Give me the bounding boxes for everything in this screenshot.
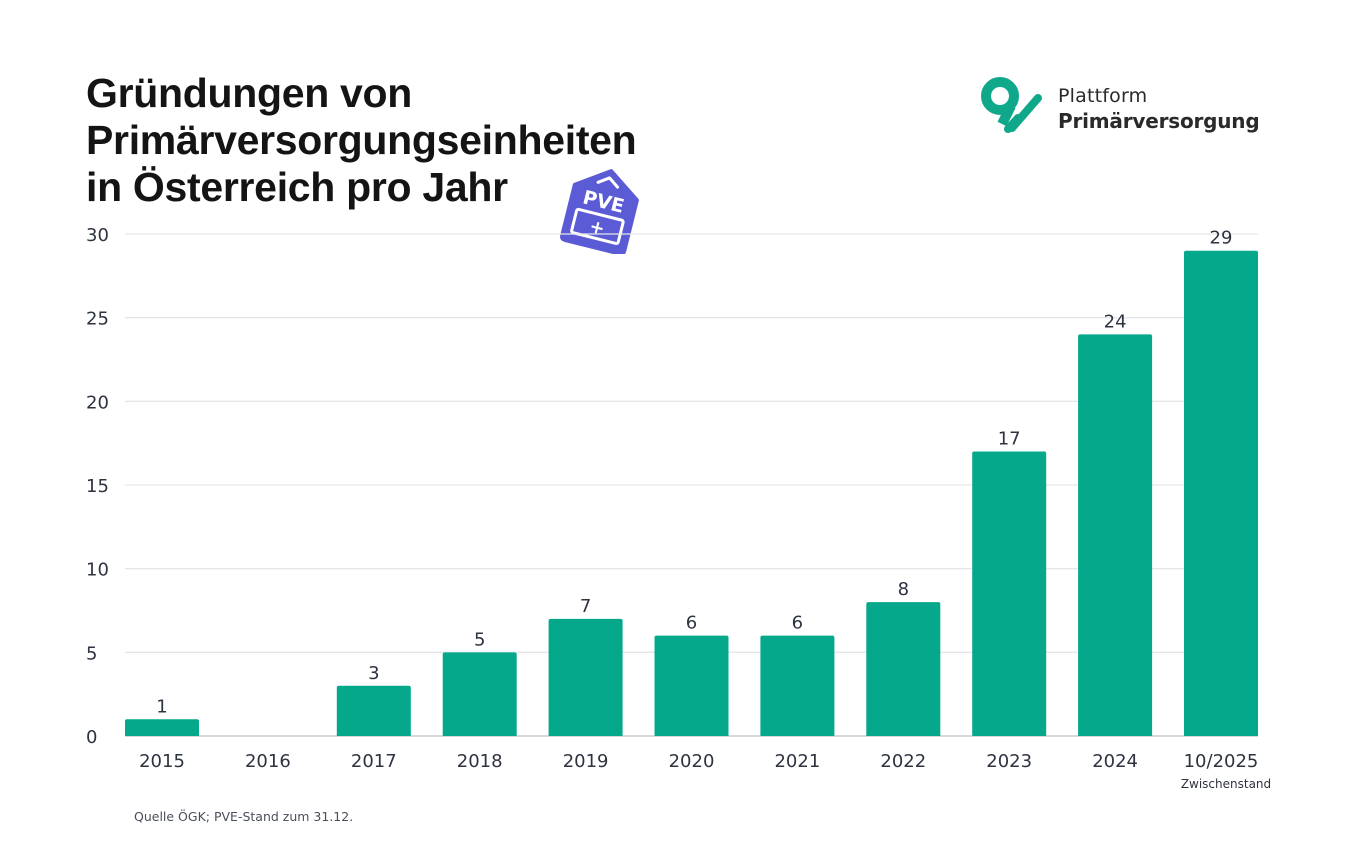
source-footnote: Quelle ÖGK; PVE-Stand zum 31.12. bbox=[134, 809, 354, 824]
x-axis-ticks: 2015 2016 2017 2018 2019 2020 2021 2022 2023 2024… bbox=[139, 751, 1271, 791]
brand-line-2: Primärversorgung bbox=[1058, 109, 1260, 133]
title-line-3: in Österreich pro Jahr bbox=[86, 164, 636, 211]
bar-2024 bbox=[1078, 334, 1153, 736]
y-tick-label: 15 bbox=[86, 476, 109, 497]
y-tick-label: 10 bbox=[86, 560, 109, 581]
x-tick-label: 2019 bbox=[563, 751, 609, 772]
y-axis-ticks: 0 5 10 15 20 25 30 bbox=[86, 225, 109, 748]
brand-line-1: Plattform bbox=[1058, 85, 1148, 107]
x-tick-label: 2018 bbox=[457, 751, 503, 772]
plattform-logo-icon bbox=[981, 77, 1042, 133]
y-tick-label: 20 bbox=[86, 392, 109, 413]
chart-title: Gründungen von Primärversorgungseinheite… bbox=[86, 70, 637, 211]
data-labels: 1 3 5 7 6 6 8 17 24 29 bbox=[156, 228, 1232, 718]
x-tick-label: 2016 bbox=[245, 751, 291, 772]
y-tick-label: 25 bbox=[86, 309, 109, 330]
x-tick-label: 2015 bbox=[139, 751, 185, 772]
x-tick-sublabel: Zwischenstand bbox=[1181, 777, 1271, 791]
x-tick-label: 2021 bbox=[774, 751, 820, 772]
bar-10-2025 bbox=[1184, 250, 1258, 736]
x-tick-label: 2022 bbox=[880, 751, 926, 772]
brand-name: Plattform Primärversorgung bbox=[1058, 84, 1260, 134]
data-label: 8 bbox=[898, 579, 909, 600]
x-tick-label: 2023 bbox=[986, 751, 1032, 772]
title-line-1: Gründungen von bbox=[86, 70, 413, 116]
data-label: 6 bbox=[686, 613, 697, 634]
bar-2023 bbox=[972, 451, 1047, 736]
data-label: 7 bbox=[580, 596, 591, 617]
data-label: 3 bbox=[368, 663, 379, 684]
bar-2015 bbox=[125, 719, 199, 736]
x-tick-label: 2020 bbox=[669, 751, 715, 772]
bar-2018 bbox=[442, 652, 517, 736]
bar-2020 bbox=[654, 635, 729, 736]
bar-2017 bbox=[336, 685, 411, 736]
data-label: 17 bbox=[998, 429, 1021, 450]
title-line-2: Primärversorgungseinheiten bbox=[86, 117, 637, 163]
x-tick-label: 10/2025 bbox=[1184, 751, 1259, 772]
y-tick-label: 5 bbox=[86, 643, 97, 664]
x-tick-label: 2017 bbox=[351, 751, 397, 772]
data-label: 6 bbox=[792, 613, 803, 634]
bar-2021 bbox=[760, 635, 835, 736]
y-tick-label: 0 bbox=[86, 727, 97, 748]
data-label: 1 bbox=[156, 696, 167, 717]
data-label: 5 bbox=[474, 629, 485, 650]
title-line-3-start: in Österreich bbox=[86, 164, 347, 210]
bars bbox=[125, 250, 1258, 736]
data-label: 29 bbox=[1210, 228, 1233, 249]
y-tick-label: 30 bbox=[86, 225, 109, 246]
x-tick-label: 2024 bbox=[1092, 751, 1138, 772]
data-label: 24 bbox=[1104, 311, 1127, 332]
bar-2019 bbox=[548, 618, 623, 736]
title-highlight: pro Jahr bbox=[346, 164, 508, 210]
pve-house-icon: PVE + bbox=[560, 169, 639, 254]
bar-2022 bbox=[866, 602, 941, 736]
